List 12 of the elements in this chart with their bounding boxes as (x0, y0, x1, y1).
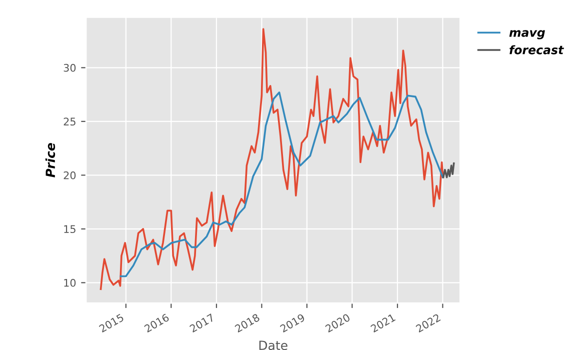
line-series (442, 162, 455, 178)
line-series (120, 91, 444, 278)
line-series (100, 28, 444, 290)
y-tick-label: 15 (64, 225, 76, 234)
y-tick-label: 20 (64, 171, 76, 180)
legend-label: forecast (510, 45, 564, 54)
x-axis-title: Date (259, 340, 288, 350)
y-tick-label: 30 (64, 64, 76, 72)
y-tick-label: 25 (64, 118, 76, 126)
y-tick-label: 10 (64, 278, 76, 287)
y-axis-title: Price (45, 143, 56, 178)
legend-label: mavg (509, 30, 545, 40)
